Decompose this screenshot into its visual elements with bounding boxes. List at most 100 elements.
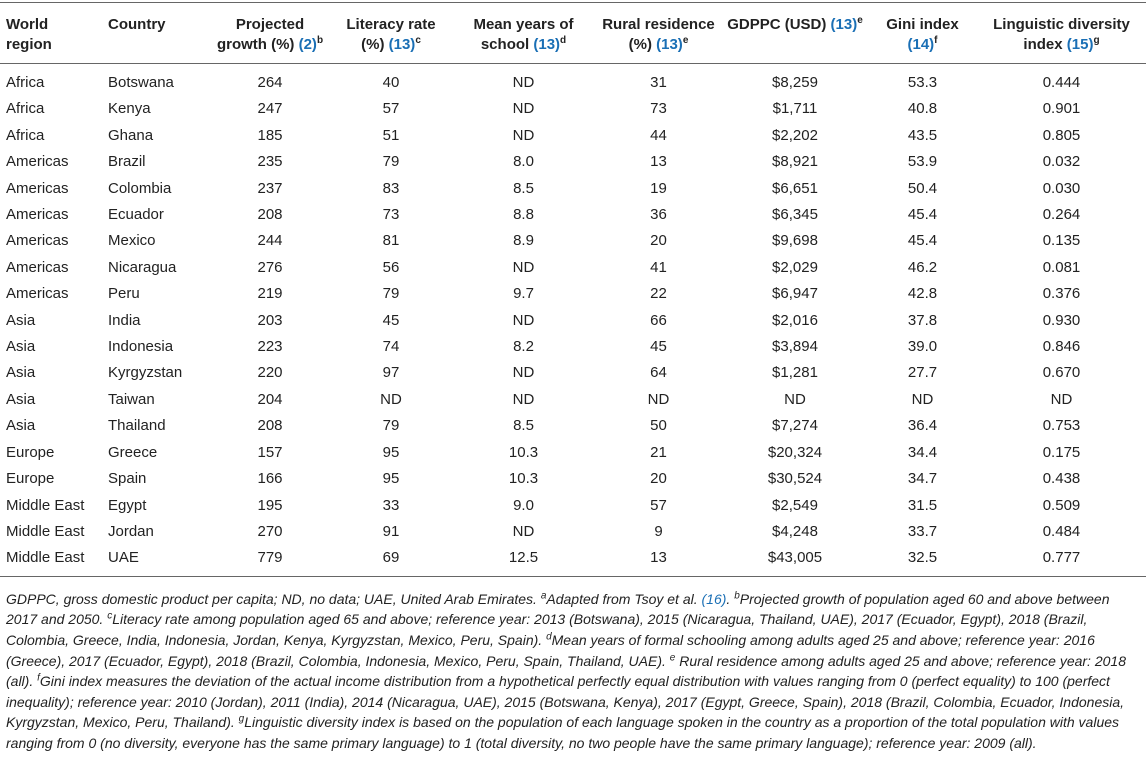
table-cell: Middle East xyxy=(6,496,85,514)
table-cell: Africa xyxy=(6,126,45,144)
table-row: Americas Mexico 244 81 8.9 20 $9,698 45.4 0.135 xyxy=(0,228,1146,254)
table-cell: 244 xyxy=(257,232,283,250)
table-cell: UAE xyxy=(108,549,139,567)
table-cell: Europe xyxy=(6,443,55,461)
table-cell: 45.4 xyxy=(907,206,938,224)
table-cell: 21 xyxy=(650,443,667,461)
table-cell: Middle East xyxy=(6,549,85,567)
footnote-mark: d xyxy=(546,631,552,643)
table-cell: 0.670 xyxy=(1042,364,1081,382)
table-cell: 64 xyxy=(650,364,667,382)
table-cell: 20 xyxy=(650,232,667,250)
table-cell: ND xyxy=(784,390,806,408)
table-row: Middle East Jordan 270 91 ND 9 $4,248 33.7 0.484 xyxy=(0,519,1146,545)
header-note: d xyxy=(560,35,567,46)
table-cell: ND xyxy=(1050,390,1073,408)
footnote-mark: e xyxy=(669,651,676,663)
table-cell: 195 xyxy=(257,496,283,514)
table-cell: $20,324 xyxy=(767,443,823,461)
table-cell: 264 xyxy=(257,74,283,91)
header-label: Gini index xyxy=(886,16,959,33)
column-header: World region xyxy=(0,2,102,64)
column-header: Mean years of school (13)d xyxy=(452,2,595,64)
table-cell: Europe xyxy=(6,470,55,488)
table-cell: 204 xyxy=(257,390,283,408)
table-cell: 81 xyxy=(382,232,400,250)
table-cell: 46.2 xyxy=(907,258,938,276)
table-row: Americas Nicaragua 276 56 ND 41 $2,029 46.2 0.08… xyxy=(0,255,1146,281)
table-cell: 9.7 xyxy=(513,285,534,303)
table-cell: 237 xyxy=(257,179,283,197)
table-cell: 53.9 xyxy=(907,153,938,171)
table-cell: 13 xyxy=(650,153,667,171)
footnote-text: Gini index measures the deviation of the… xyxy=(6,673,1125,731)
table-cell: 27.7 xyxy=(907,364,938,382)
table-row: Africa Botswana 264 40 ND 31 $8,259 53.3 0.444 xyxy=(0,64,1146,97)
table-cell: 0.846 xyxy=(1042,338,1081,356)
table-cell: 39.0 xyxy=(907,338,938,356)
table-cell: Americas xyxy=(6,232,69,250)
table-cell: Ecuador xyxy=(108,206,164,224)
table-cell: $4,248 xyxy=(772,522,818,540)
header-label: Country xyxy=(108,16,166,33)
table-cell: 73 xyxy=(382,206,400,224)
table-cell: ND xyxy=(512,364,535,382)
table-cell: 223 xyxy=(257,338,283,356)
table-cell: Asia xyxy=(6,338,36,356)
table-cell: 73 xyxy=(650,100,667,118)
table-cell: 79 xyxy=(382,153,400,171)
table-cell: 43.5 xyxy=(907,126,938,144)
header-note: c xyxy=(415,35,421,46)
table-cell: Brazil xyxy=(108,153,146,171)
header-label: GDPPC (USD) xyxy=(727,16,827,33)
table-cell: $1,711 xyxy=(772,100,818,118)
table-cell: 276 xyxy=(257,258,283,276)
table-cell: Asia xyxy=(6,364,36,382)
table-cell: 0.901 xyxy=(1042,100,1081,118)
table-cell: 42.8 xyxy=(907,285,938,303)
table-cell: 247 xyxy=(257,100,283,118)
table-cell: 79 xyxy=(382,285,400,303)
table-cell: 45.4 xyxy=(907,232,938,250)
table-cell: 0.438 xyxy=(1042,470,1081,488)
table-cell: ND xyxy=(647,390,670,408)
table-cell: Taiwan xyxy=(108,390,155,408)
table-body: Africa Botswana 264 40 ND 31 $8,259 53.3 0.444 Af… xyxy=(0,64,1146,577)
table-cell: 8.8 xyxy=(513,206,534,224)
table-cell: ND xyxy=(911,390,934,408)
table-cell: 12.5 xyxy=(508,549,539,567)
table-cell: 66 xyxy=(650,311,667,329)
column-header: Literacy rate (%) (13)c xyxy=(330,2,452,64)
table-cell: 9.0 xyxy=(513,496,534,514)
footnote-mark: g xyxy=(238,713,245,725)
table-cell: Jordan xyxy=(108,522,154,540)
header-ref: (14) xyxy=(907,36,935,53)
table-cell: 44 xyxy=(650,126,667,144)
table-cell: Ghana xyxy=(108,126,154,144)
header-ref: (13) xyxy=(830,16,858,33)
header-label: Projected growth (%) xyxy=(216,16,305,53)
footnote-text: Literacy rate among population aged 65 a… xyxy=(6,611,1088,648)
header-label: Rural residence (%) xyxy=(602,16,715,53)
table-cell: Americas xyxy=(6,206,69,224)
header-note: e xyxy=(682,35,689,46)
table-row: Americas Brazil 235 79 8.0 13 $8,921 53.9 0.032 xyxy=(0,149,1146,175)
table-cell: $30,524 xyxy=(767,470,823,488)
table-cell: Spain xyxy=(108,470,147,488)
header-label: World region xyxy=(6,16,52,53)
table-cell: $8,259 xyxy=(772,74,818,91)
table-cell: 0.032 xyxy=(1042,153,1081,171)
table-row: Asia India 203 45 ND 66 $2,016 37.8 0.930 xyxy=(0,308,1146,334)
table-cell: 779 xyxy=(257,549,283,567)
table-row: Asia Kyrgyzstan 220 97 ND 64 $1,281 27.7 0.670 xyxy=(0,360,1146,386)
table-cell: 208 xyxy=(257,206,283,224)
table-cell: 0.805 xyxy=(1042,126,1081,144)
footnote-mark: c xyxy=(107,610,113,622)
table-cell: 0.135 xyxy=(1042,232,1081,250)
table-cell: 208 xyxy=(257,417,283,435)
table-cell: 40 xyxy=(382,74,400,91)
table-cell: 37.8 xyxy=(907,311,938,329)
table-cell: 10.3 xyxy=(508,443,539,461)
table-cell: Africa xyxy=(6,100,45,118)
table-cell: 0.030 xyxy=(1042,179,1081,197)
